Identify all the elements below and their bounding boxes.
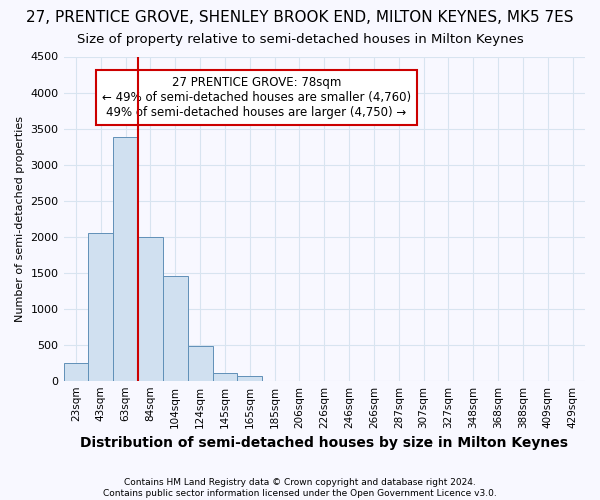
Text: Contains HM Land Registry data © Crown copyright and database right 2024.
Contai: Contains HM Land Registry data © Crown c…: [103, 478, 497, 498]
Bar: [212, 374, 238, 380]
Y-axis label: Number of semi-detached properties: Number of semi-detached properties: [15, 116, 25, 322]
Bar: [88, 233, 113, 380]
Text: Size of property relative to semi-detached houses in Milton Keynes: Size of property relative to semi-detach…: [77, 32, 523, 46]
Bar: [113, 137, 138, 380]
X-axis label: Distribution of semi-detached houses by size in Milton Keynes: Distribution of semi-detached houses by …: [80, 436, 568, 450]
Bar: [238, 376, 262, 380]
Bar: [188, 346, 212, 380]
Bar: [138, 236, 163, 380]
Text: 27, PRENTICE GROVE, SHENLEY BROOK END, MILTON KEYNES, MK5 7ES: 27, PRENTICE GROVE, SHENLEY BROOK END, M…: [26, 10, 574, 25]
Bar: [64, 362, 88, 380]
Text: 27 PRENTICE GROVE: 78sqm
← 49% of semi-detached houses are smaller (4,760)
49% o: 27 PRENTICE GROVE: 78sqm ← 49% of semi-d…: [102, 76, 411, 119]
Bar: [163, 276, 188, 380]
